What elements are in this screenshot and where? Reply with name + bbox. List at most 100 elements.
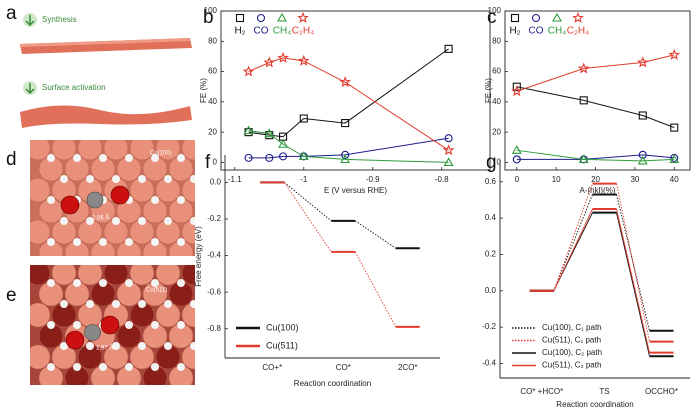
connector [553,208,593,291]
series-line [516,149,675,162]
marker [339,76,351,88]
marker [242,65,255,77]
y-tick-label: -0.8 [207,324,221,333]
legend-label: C₂H₄ [292,26,314,37]
x-tick-label: 2CO* [398,363,418,372]
marker [299,114,308,123]
arrow-icon [23,13,37,27]
atom [86,342,94,350]
atom [99,238,107,246]
x-tick-label: 40 [670,175,679,184]
atom [30,219,51,245]
atom [177,196,185,204]
connector [553,194,593,291]
atom [151,196,159,204]
marker [512,155,521,164]
legend-label: CO [529,26,544,37]
y-tick-label: 60 [492,67,501,76]
y-tick-label: 80 [208,36,217,45]
x-tick-label: 0 [515,175,520,184]
atom [86,300,94,308]
marker [511,145,522,154]
legend-symbol [256,13,266,23]
atom [73,363,81,371]
molecule-atom [86,191,104,209]
atom [151,238,159,246]
x-tick-label: OCCHO* [645,387,678,396]
molecule-atom [100,315,120,335]
legend-symbol [510,13,520,23]
y-tick-label: 60 [208,67,217,76]
y-tick-label: 20 [208,127,217,136]
legend-label: Cu(100) [266,322,299,332]
nanowire [20,38,192,54]
arrow-icon [23,81,37,95]
atom [129,265,155,286]
atom [112,300,120,308]
legend-label: Cu(100), C₁ path [542,323,602,332]
marker [279,152,288,161]
atom [86,175,94,183]
marker [444,44,453,53]
surface-label: Cu(100) [150,151,172,157]
y-tick-label: 0.4 [485,213,497,222]
y-tick-label: 0.6 [485,177,497,186]
atom [138,300,146,308]
atom [30,177,51,203]
atom [177,363,185,371]
connector [616,194,650,331]
marker [638,150,647,159]
slab-image [30,265,195,385]
activated-nanowire [20,105,192,128]
y-tick-label: 80 [492,36,501,45]
atom [103,140,129,161]
atom [30,265,51,286]
marker [297,54,310,66]
slab-image [30,140,195,256]
legend-label: H₂ [234,26,245,37]
y-tick-label: -0.4 [207,251,221,260]
atom [112,175,120,183]
marker [340,154,351,163]
x-tick-label: CO* +HCO* [520,387,563,396]
atom [86,217,94,225]
connector [354,251,397,328]
y-tick-label: -0.2 [482,322,496,331]
y-tick-label: 40 [208,97,217,106]
marker [511,85,523,97]
atom [60,217,68,225]
atom [164,175,172,183]
atom [99,363,107,371]
atom [181,140,195,161]
legend-label: CH₄ [273,26,292,37]
atom [125,363,133,371]
legend-label: Cu(511) [266,340,298,350]
x-tick-label: CO+* [262,363,282,372]
x-axis-title: Reaction coordination [294,379,371,388]
y-tick-label: 0 [213,158,218,167]
atom [164,342,172,350]
atom [112,217,120,225]
atom [125,238,133,246]
atom [47,154,55,162]
atom [190,217,195,225]
atom [60,342,68,350]
x-axis-title: A-(hkl)(%) [580,186,616,195]
atom [47,321,55,329]
atom [129,140,155,161]
legend-symbol [277,12,287,22]
legend-symbol [297,11,309,23]
y-axis-title: FE (%) [199,78,208,103]
atom [177,321,185,329]
atom [155,265,181,286]
atom [99,154,107,162]
atom [47,279,55,287]
connector [283,182,332,253]
marker [512,82,521,91]
y-tick-label: 100 [204,6,218,15]
molecule-atom [60,195,80,215]
marker [579,96,588,105]
atom [190,175,195,183]
legend-label: CH₄ [548,26,567,37]
series-line [248,57,449,151]
